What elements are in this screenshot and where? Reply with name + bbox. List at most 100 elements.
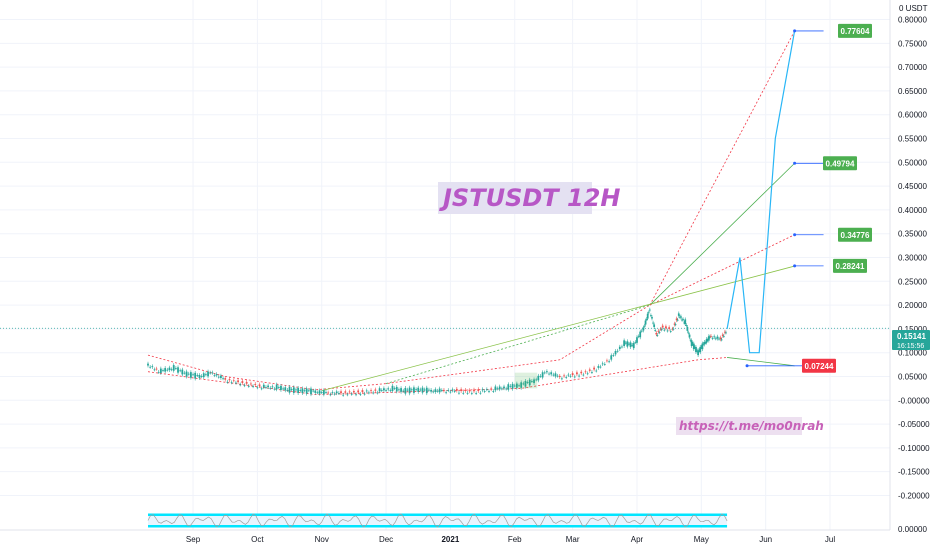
candle-body xyxy=(677,313,680,316)
candle-body xyxy=(305,388,308,394)
title-background xyxy=(438,182,592,214)
candle-body xyxy=(661,325,664,328)
candle-body xyxy=(466,392,469,394)
candle-body xyxy=(541,372,544,378)
candle-body xyxy=(327,392,330,394)
x-tick-label: Dec xyxy=(379,535,393,544)
candle-body xyxy=(490,388,493,390)
candle-body xyxy=(603,364,606,365)
candle-body xyxy=(608,361,611,363)
candle-body xyxy=(535,379,538,381)
candle-body xyxy=(682,319,684,321)
y-tick-label: 0.55000 xyxy=(898,135,927,144)
candle-body xyxy=(367,392,370,394)
target-dot xyxy=(793,161,797,165)
link-background xyxy=(676,417,802,435)
candle-body xyxy=(376,392,379,394)
candle-body xyxy=(702,343,705,345)
candle-body xyxy=(687,332,690,334)
candle-body xyxy=(301,388,304,394)
candle-body xyxy=(520,382,523,388)
candle-body xyxy=(391,385,394,391)
candle-body xyxy=(701,343,704,350)
time-axis: Sep Oct Nov Dec 2021 Feb Mar Apr May Jun Jul xyxy=(0,529,890,544)
target-dot xyxy=(793,264,797,268)
highlight-box xyxy=(514,372,538,389)
candle-body xyxy=(533,379,535,384)
candle-body xyxy=(648,309,651,311)
fan-line xyxy=(649,162,795,306)
candle-body xyxy=(410,389,413,391)
current-price-value: 0.15141 xyxy=(897,332,926,341)
candle-body xyxy=(370,390,372,392)
candle-body xyxy=(561,378,563,380)
x-tick-label: Nov xyxy=(315,535,329,544)
candle-body xyxy=(157,371,160,373)
candle-body xyxy=(653,324,656,327)
target-badge xyxy=(823,156,857,171)
candle-body xyxy=(458,392,460,394)
x-tick-label: Sep xyxy=(186,535,201,544)
y-tick-label: 0.50000 xyxy=(898,158,927,167)
candle-body xyxy=(626,341,629,347)
candle-body xyxy=(513,385,516,387)
x-tick-label: Mar xyxy=(566,535,580,544)
candle-body xyxy=(260,388,263,390)
candle-body xyxy=(192,374,194,376)
candle-body xyxy=(228,379,231,381)
y-tick-label: 0.30000 xyxy=(898,254,927,263)
candle-body xyxy=(660,329,663,331)
candle-body xyxy=(449,391,452,393)
candle-body xyxy=(277,387,280,388)
candle-body xyxy=(346,394,349,396)
candle-body xyxy=(509,385,512,387)
oscillator-pane: 0.00000 xyxy=(147,513,927,534)
candle-body xyxy=(511,383,514,389)
candle-body xyxy=(447,390,450,391)
projection-line xyxy=(726,30,796,354)
candle-body xyxy=(166,369,169,371)
candle-body xyxy=(213,375,216,377)
accumulation-line xyxy=(385,304,650,385)
candle-body xyxy=(714,338,717,340)
candle-body xyxy=(518,385,520,387)
candle-body xyxy=(331,392,334,393)
candle-body xyxy=(658,332,661,334)
candle-body xyxy=(674,324,677,326)
candle-body xyxy=(226,381,229,383)
target-badge xyxy=(802,358,836,373)
candle-body xyxy=(567,374,570,376)
candle-body xyxy=(698,350,701,352)
candle-body xyxy=(155,368,158,370)
candle-body xyxy=(690,340,693,347)
candle-body xyxy=(666,330,669,332)
candle-body xyxy=(636,337,638,343)
candle-body xyxy=(325,392,327,393)
candle-body xyxy=(365,390,368,392)
candle-body xyxy=(481,389,484,391)
candle-body xyxy=(692,343,695,350)
x-tick-label: Oct xyxy=(251,535,264,544)
candle-body xyxy=(637,336,640,338)
candle-body xyxy=(395,386,398,392)
target-dot xyxy=(793,233,797,237)
candle-body xyxy=(344,391,347,393)
candle-body xyxy=(342,394,345,396)
candle-body xyxy=(624,342,627,344)
candle-body xyxy=(292,387,295,393)
candle-body xyxy=(720,339,723,341)
candle-body xyxy=(151,366,154,368)
candle-body xyxy=(646,313,649,319)
candle-body xyxy=(483,391,486,392)
annotation-link[interactable]: https://t.me/mo0nrah xyxy=(679,419,824,433)
candle-body xyxy=(650,315,652,317)
y-tick-label: -0.00000 xyxy=(898,396,930,405)
candle-body xyxy=(505,388,508,390)
candle-body xyxy=(651,317,653,319)
candle-body xyxy=(460,389,463,391)
candle-body xyxy=(593,367,595,370)
candle-body xyxy=(565,377,568,379)
candle-body xyxy=(618,346,621,350)
candle-body xyxy=(258,384,261,386)
candle-body xyxy=(699,346,702,353)
